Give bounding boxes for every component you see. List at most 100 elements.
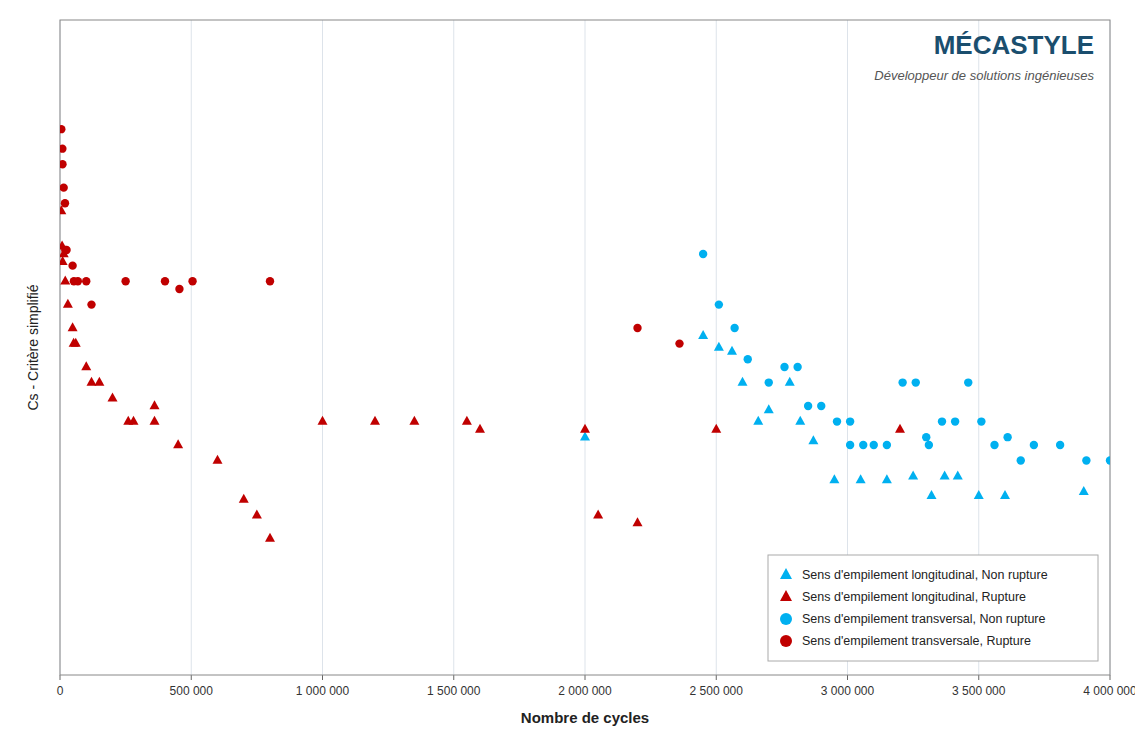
point — [82, 277, 90, 285]
point — [60, 144, 67, 152]
point — [94, 377, 104, 386]
tick-label: 1 000 000 — [296, 684, 350, 698]
point — [87, 377, 97, 386]
point — [108, 392, 118, 401]
point — [738, 377, 748, 386]
point — [883, 441, 891, 449]
point — [1082, 456, 1090, 464]
point — [715, 300, 723, 308]
point — [699, 250, 707, 258]
grid — [60, 20, 1110, 675]
point — [922, 433, 930, 441]
point — [938, 417, 946, 425]
point — [940, 470, 950, 479]
point — [793, 363, 801, 371]
tick-mark — [191, 675, 192, 680]
point — [121, 277, 129, 285]
point — [475, 424, 485, 433]
chart: 0500 0001 000 0001 500 0002 000 0002 500… — [0, 0, 1135, 745]
point — [856, 474, 866, 483]
point — [150, 400, 160, 409]
y-axis-label: Cs - Critère simplifié — [25, 284, 41, 410]
plot-background — [60, 20, 1110, 675]
point — [266, 277, 274, 285]
point — [161, 277, 169, 285]
legend-label: Sens d'empilement transversale, Rupture — [802, 634, 1031, 648]
point — [580, 424, 590, 433]
point — [898, 378, 906, 386]
point — [580, 431, 590, 440]
point — [730, 324, 738, 332]
point — [81, 361, 91, 370]
point — [908, 470, 918, 479]
point — [60, 183, 68, 191]
point — [765, 378, 773, 386]
point — [912, 378, 920, 386]
point — [462, 416, 472, 425]
point — [744, 355, 752, 363]
annotation: MÉCASTYLE — [934, 30, 1094, 60]
point — [129, 416, 139, 425]
point — [829, 474, 839, 483]
point — [409, 416, 419, 425]
point — [953, 470, 963, 479]
point — [785, 377, 795, 386]
point — [74, 277, 82, 285]
point — [846, 441, 854, 449]
plot-frame — [60, 20, 1110, 675]
point — [370, 416, 380, 425]
point — [780, 363, 788, 371]
point — [213, 455, 223, 464]
point — [71, 338, 81, 347]
point — [990, 441, 998, 449]
point — [859, 441, 867, 449]
point — [753, 416, 763, 425]
point — [60, 256, 68, 265]
point — [239, 494, 249, 503]
legend-swatch — [780, 590, 792, 601]
grid-line — [191, 20, 192, 675]
point — [1000, 490, 1010, 499]
grid-line — [322, 20, 323, 675]
series — [699, 250, 1110, 465]
point — [60, 125, 66, 133]
data-points — [60, 125, 1110, 542]
point — [62, 246, 70, 254]
tick-label: 3 500 000 — [952, 684, 1006, 698]
legend-swatch — [780, 635, 792, 647]
point — [265, 533, 275, 542]
point — [727, 346, 737, 355]
point — [925, 441, 933, 449]
point — [1079, 486, 1089, 495]
legend-label: Sens d'empilement transversal, Non ruptu… — [802, 612, 1046, 626]
point — [60, 160, 67, 168]
point — [808, 435, 818, 444]
point — [150, 416, 160, 425]
point — [63, 299, 73, 308]
legend-box — [768, 555, 1098, 661]
tick-label: 4 000 000 — [1083, 684, 1135, 698]
point — [964, 378, 972, 386]
point — [633, 517, 643, 526]
point — [60, 275, 70, 284]
tick-mark — [847, 675, 848, 680]
series — [580, 330, 1089, 499]
point — [593, 509, 603, 518]
legend-swatch — [780, 568, 792, 579]
point — [68, 261, 76, 269]
point — [61, 199, 69, 207]
point — [68, 322, 78, 331]
point — [817, 402, 825, 410]
tick-mark — [585, 675, 586, 680]
point — [675, 339, 683, 347]
point — [974, 490, 984, 499]
point — [188, 277, 196, 285]
series — [60, 125, 684, 348]
legend-label: Sens d'empilement longitudinal, Rupture — [802, 590, 1026, 604]
x-axis: 0500 0001 000 0001 500 0002 000 0002 500… — [57, 675, 1135, 698]
x-axis-label: Nombre de cycles — [521, 709, 649, 726]
point — [951, 417, 959, 425]
legend-label: Sens d'empilement longitudinal, Non rupt… — [802, 568, 1048, 582]
tick-label: 1 500 000 — [427, 684, 481, 698]
tick-mark — [716, 675, 717, 680]
